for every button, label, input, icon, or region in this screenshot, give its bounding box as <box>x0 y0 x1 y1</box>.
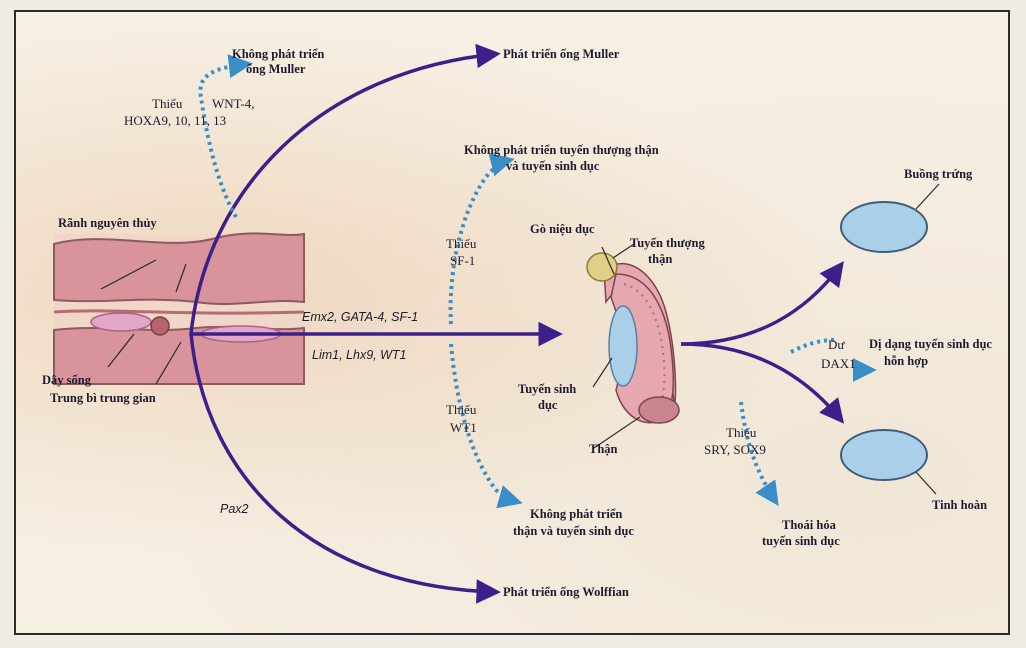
arrow-to-muller <box>189 43 501 335</box>
label-no-muller-1: Không phát triển <box>232 47 325 61</box>
notochord-shape <box>90 312 152 332</box>
dashed-arrow-no-muller <box>198 54 253 218</box>
label-adrenal-1: Tuyến thượng <box>630 236 705 250</box>
label-genes-bottom: Lim1, Lhx9, WT1 <box>312 348 407 362</box>
label-pax2: Pax2 <box>220 502 249 516</box>
testis-shape <box>840 429 928 481</box>
diagram-frame: Phát triển ống Muller Không phát triển ố… <box>14 10 1010 635</box>
label-kidney: Thận <box>589 442 618 456</box>
label-lack-sry-1: Thiếu <box>726 425 757 440</box>
label-gonad-2: dục <box>538 398 558 412</box>
label-lack-sf1-1: Thiếu <box>446 236 477 251</box>
kidney-shape <box>638 396 680 424</box>
label-notochord: Dây sống <box>42 373 91 387</box>
arrow-to-ovary <box>680 261 844 346</box>
label-intermediate-mesoderm: Trung bì trung gian <box>50 391 156 405</box>
arrow-to-testis <box>680 342 845 424</box>
diagram-canvas <box>53 43 940 604</box>
embryo-section <box>53 232 305 385</box>
label-mixed-gonad-1: Dị dạng tuyến sinh dục <box>869 337 992 351</box>
label-no-muller-2: ống Muller <box>246 62 306 76</box>
label-lack-wnt-2: WNT-4, <box>212 96 255 111</box>
label-gonad-regress-1: Thoái hóa <box>782 518 836 532</box>
label-primitive-streak: Rãnh nguyên thủy <box>58 216 157 230</box>
label-genes-top: Emx2, GATA-4, SF-1 <box>302 310 419 324</box>
label-lack-sf1-2: SF-1 <box>450 253 476 268</box>
urogenital-ridge-organ <box>586 252 680 424</box>
label-adrenal-2: thận <box>648 252 673 266</box>
arrow-to-wolffian <box>189 333 501 604</box>
label-no-adrenal-2: và tuyến sinh dục <box>506 159 600 173</box>
gonad-shape <box>608 305 638 387</box>
label-excess: Dư <box>828 337 845 352</box>
label-dax1: DAX1 <box>821 356 856 371</box>
label-no-kidney-2: thận và tuyến sinh dục <box>513 524 634 538</box>
dashed-arrow-no-kidney <box>449 343 523 509</box>
label-gonad-regress-2: tuyến sinh dục <box>762 534 840 548</box>
label-lack-wt1-2: WT1 <box>450 420 477 435</box>
label-lack-sry-2: SRY, SOX9 <box>704 442 766 457</box>
label-no-kidney-1: Không phát triển <box>530 507 623 521</box>
ovary-shape <box>840 201 928 253</box>
adrenal-shape <box>586 252 618 282</box>
label-testis: Tinh hoàn <box>932 498 988 512</box>
label-lack-wt1-1: Thiếu <box>446 402 477 417</box>
label-no-adrenal-1: Không phát triển tuyến thượng thận <box>464 143 659 157</box>
label-gonad-1: Tuyến sinh <box>518 382 577 396</box>
label-muller-dev: Phát triển ống Muller <box>503 47 620 61</box>
label-lack-wnt-3: HOXA9, 10, 11, 13 <box>124 113 227 128</box>
label-urogenital-ridge: Gò niệu dục <box>530 222 595 236</box>
label-mixed-gonad-2: hỗn hợp <box>884 354 929 368</box>
label-ovary: Buồng trứng <box>904 167 973 181</box>
label-lack-wnt-1: Thiếu <box>152 96 183 111</box>
label-wolffian-dev: Phát triển ống Wolffian <box>503 585 629 599</box>
